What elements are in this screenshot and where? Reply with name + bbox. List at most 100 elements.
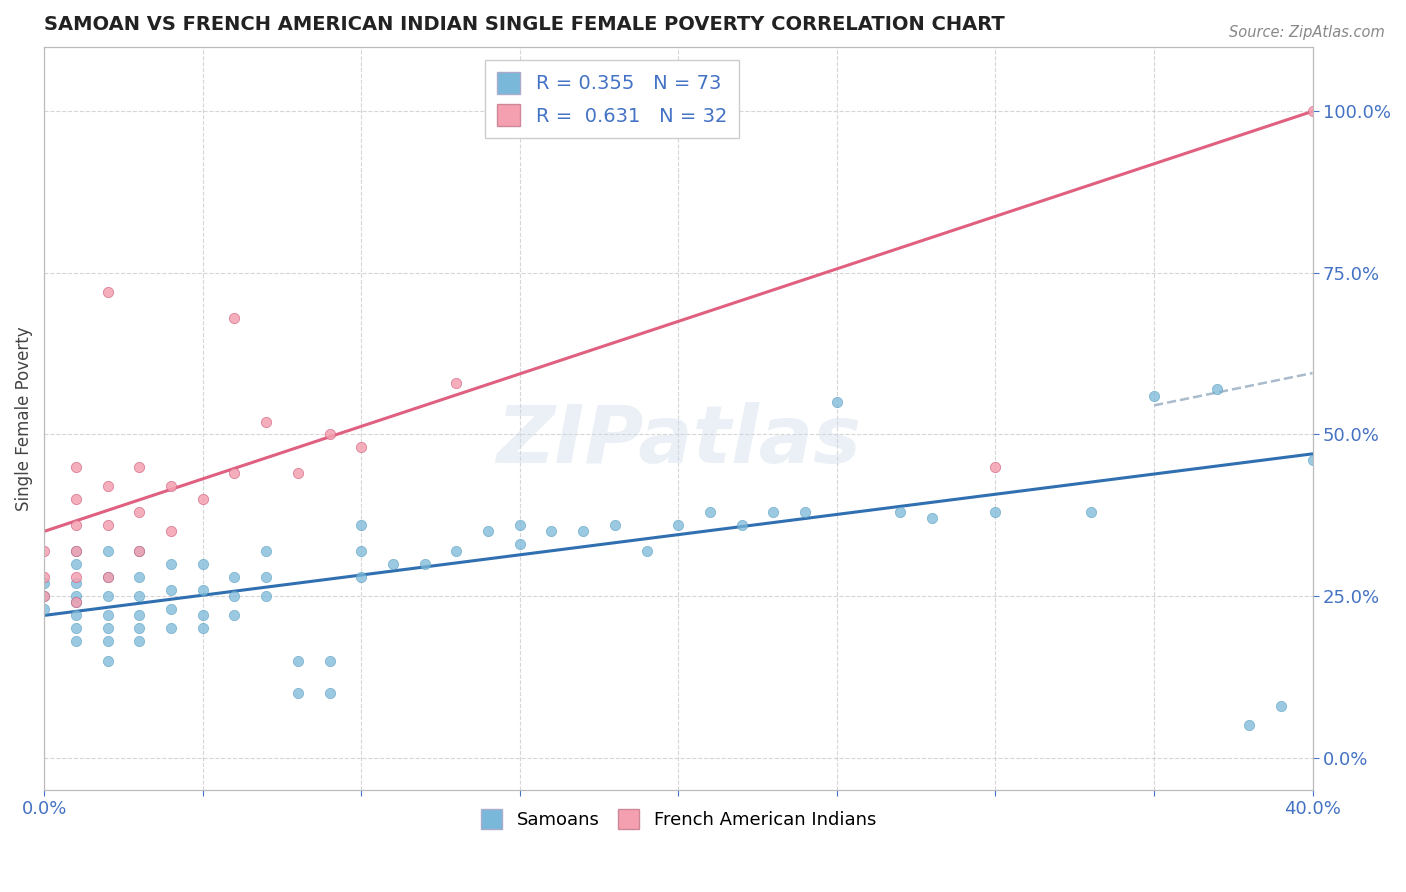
Point — [160, 557, 183, 571]
Point — [191, 582, 214, 597]
Point — [128, 589, 150, 603]
Point — [191, 621, 214, 635]
Point — [32, 589, 55, 603]
Point — [128, 634, 150, 648]
Point — [1206, 382, 1229, 396]
Point — [1237, 718, 1260, 732]
Point — [32, 569, 55, 583]
Point — [1302, 104, 1324, 119]
Point — [160, 602, 183, 616]
Point — [254, 589, 277, 603]
Point — [191, 557, 214, 571]
Point — [572, 524, 595, 539]
Y-axis label: Single Female Poverty: Single Female Poverty — [15, 326, 32, 510]
Legend: Samoans, French American Indians: Samoans, French American Indians — [474, 801, 883, 837]
Text: SAMOAN VS FRENCH AMERICAN INDIAN SINGLE FEMALE POVERTY CORRELATION CHART: SAMOAN VS FRENCH AMERICAN INDIAN SINGLE … — [44, 15, 1005, 34]
Point — [984, 459, 1007, 474]
Point — [128, 621, 150, 635]
Point — [65, 543, 87, 558]
Point — [128, 543, 150, 558]
Point — [477, 524, 499, 539]
Point — [540, 524, 562, 539]
Point — [224, 467, 246, 481]
Point — [318, 686, 340, 700]
Point — [509, 517, 531, 532]
Point — [224, 569, 246, 583]
Point — [128, 569, 150, 583]
Point — [65, 595, 87, 609]
Point — [794, 505, 817, 519]
Point — [509, 537, 531, 551]
Point — [666, 517, 689, 532]
Point — [96, 479, 118, 493]
Point — [287, 467, 309, 481]
Point — [96, 608, 118, 623]
Point — [32, 543, 55, 558]
Point — [984, 505, 1007, 519]
Point — [65, 589, 87, 603]
Point — [96, 569, 118, 583]
Point — [1302, 453, 1324, 467]
Point — [825, 395, 848, 409]
Point — [65, 634, 87, 648]
Point — [32, 602, 55, 616]
Point — [254, 543, 277, 558]
Point — [65, 569, 87, 583]
Point — [287, 686, 309, 700]
Point — [1080, 505, 1102, 519]
Point — [1143, 389, 1166, 403]
Point — [65, 595, 87, 609]
Point — [128, 459, 150, 474]
Point — [96, 589, 118, 603]
Point — [889, 505, 911, 519]
Text: Source: ZipAtlas.com: Source: ZipAtlas.com — [1229, 25, 1385, 40]
Point — [762, 505, 785, 519]
Point — [32, 589, 55, 603]
Point — [381, 557, 404, 571]
Point — [254, 415, 277, 429]
Point — [96, 654, 118, 668]
Point — [731, 517, 754, 532]
Point — [128, 608, 150, 623]
Point — [96, 543, 118, 558]
Point — [413, 557, 436, 571]
Point — [350, 543, 373, 558]
Point — [699, 505, 721, 519]
Point — [32, 576, 55, 591]
Point — [636, 543, 658, 558]
Point — [603, 517, 626, 532]
Point — [65, 543, 87, 558]
Point — [191, 608, 214, 623]
Point — [921, 511, 943, 525]
Point — [224, 311, 246, 326]
Point — [160, 582, 183, 597]
Point — [65, 557, 87, 571]
Point — [318, 427, 340, 442]
Point — [446, 376, 468, 390]
Point — [65, 492, 87, 507]
Point — [96, 634, 118, 648]
Point — [96, 517, 118, 532]
Point — [160, 621, 183, 635]
Point — [350, 441, 373, 455]
Point — [224, 608, 246, 623]
Point — [128, 543, 150, 558]
Point — [96, 569, 118, 583]
Point — [446, 543, 468, 558]
Point — [254, 569, 277, 583]
Point — [160, 479, 183, 493]
Point — [96, 285, 118, 300]
Point — [1270, 698, 1292, 713]
Point — [350, 517, 373, 532]
Text: ZIPatlas: ZIPatlas — [496, 401, 860, 480]
Point — [96, 621, 118, 635]
Point — [65, 576, 87, 591]
Point — [160, 524, 183, 539]
Point — [65, 621, 87, 635]
Point — [224, 589, 246, 603]
Point — [65, 459, 87, 474]
Point — [287, 654, 309, 668]
Point — [128, 505, 150, 519]
Point — [318, 654, 340, 668]
Point — [350, 569, 373, 583]
